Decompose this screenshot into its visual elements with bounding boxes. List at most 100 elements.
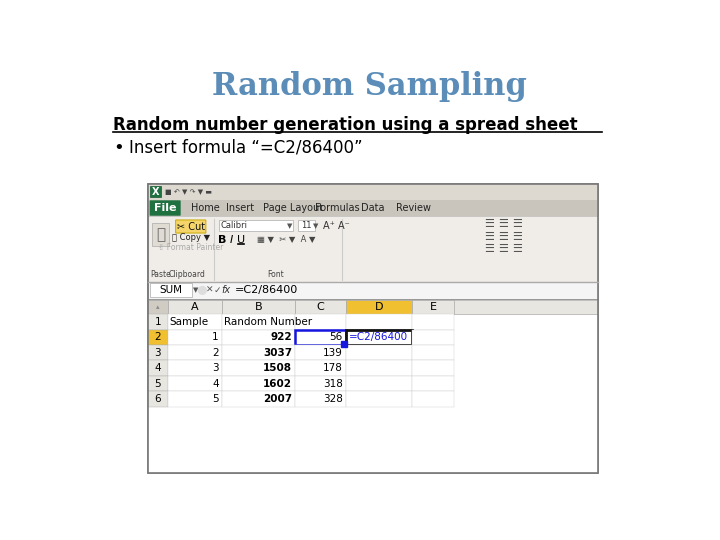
Text: Random Number: Random Number xyxy=(224,317,312,327)
Bar xyxy=(220,220,293,231)
Text: 2007: 2007 xyxy=(263,394,292,404)
Text: 4: 4 xyxy=(155,363,161,373)
Text: ▴: ▴ xyxy=(156,305,160,310)
Text: 📄 Copy ▼: 📄 Copy ▼ xyxy=(171,233,210,242)
Text: 2: 2 xyxy=(212,348,219,358)
Bar xyxy=(222,392,295,407)
Text: ☰: ☰ xyxy=(512,232,522,241)
Text: ▦ ▼  ✂ ▼  A ▼: ▦ ▼ ✂ ▼ A ▼ xyxy=(256,235,315,244)
Text: fx: fx xyxy=(222,286,231,295)
Bar xyxy=(297,220,315,231)
Bar xyxy=(168,314,222,330)
Text: 1508: 1508 xyxy=(264,363,292,373)
Text: ▼: ▼ xyxy=(312,222,318,229)
Text: ☰: ☰ xyxy=(498,244,508,254)
Text: ☰: ☰ xyxy=(512,219,522,229)
Bar xyxy=(168,345,222,361)
Bar xyxy=(346,392,412,407)
Text: 56: 56 xyxy=(329,333,343,342)
Text: Calibri: Calibri xyxy=(221,221,248,230)
Text: Insert formula “=C2/86400”: Insert formula “=C2/86400” xyxy=(129,139,362,157)
Text: 11: 11 xyxy=(301,221,312,230)
Bar xyxy=(168,361,222,376)
Text: ✓: ✓ xyxy=(214,286,222,295)
Text: ☰: ☰ xyxy=(484,219,494,229)
Bar xyxy=(412,345,454,361)
Text: File: File xyxy=(154,203,176,213)
Bar xyxy=(222,361,295,376)
Text: 922: 922 xyxy=(271,333,292,342)
Bar xyxy=(295,300,346,314)
Text: C: C xyxy=(317,302,325,312)
Text: ✂ Cut: ✂ Cut xyxy=(176,221,204,232)
Text: Clipboard: Clipboard xyxy=(168,270,205,279)
Bar xyxy=(148,184,598,473)
Text: ☰: ☰ xyxy=(484,232,494,241)
Text: Sample: Sample xyxy=(170,317,209,327)
Text: ☰: ☰ xyxy=(484,244,494,254)
Bar xyxy=(346,314,412,330)
Bar xyxy=(295,376,346,392)
Bar xyxy=(150,284,192,298)
Text: 📋: 📋 xyxy=(156,227,165,242)
Text: U: U xyxy=(237,234,246,245)
Text: 5: 5 xyxy=(212,394,219,404)
Text: 1602: 1602 xyxy=(264,379,292,389)
Bar xyxy=(148,184,598,200)
Text: 6: 6 xyxy=(155,394,161,404)
Text: ☰: ☰ xyxy=(498,219,508,229)
Bar xyxy=(222,314,295,330)
Text: =C2/86400: =C2/86400 xyxy=(235,286,298,295)
Text: 318: 318 xyxy=(323,379,343,389)
Bar xyxy=(346,376,412,392)
Text: Page Layout: Page Layout xyxy=(263,203,323,213)
Bar xyxy=(152,222,169,246)
Text: Paste: Paste xyxy=(150,270,171,279)
Bar xyxy=(168,330,222,345)
Bar xyxy=(148,300,598,473)
Text: ■ ↶ ▼ ↷ ▼ ▬: ■ ↶ ▼ ↷ ▼ ▬ xyxy=(165,189,212,195)
Text: 4: 4 xyxy=(212,379,219,389)
Bar xyxy=(148,376,168,392)
Text: 178: 178 xyxy=(323,363,343,373)
Circle shape xyxy=(199,287,206,294)
Text: Random Sampling: Random Sampling xyxy=(212,71,526,102)
Bar xyxy=(148,345,168,361)
Text: 139: 139 xyxy=(323,348,343,358)
Bar xyxy=(168,376,222,392)
Text: •: • xyxy=(113,139,124,157)
Bar xyxy=(412,392,454,407)
Text: A: A xyxy=(191,302,199,312)
Bar xyxy=(148,392,168,407)
Bar xyxy=(148,300,598,314)
Bar xyxy=(346,361,412,376)
Text: Formulas: Formulas xyxy=(315,203,359,213)
Bar xyxy=(148,330,168,345)
Text: 5: 5 xyxy=(155,379,161,389)
FancyBboxPatch shape xyxy=(176,220,206,233)
Bar xyxy=(295,392,346,407)
Bar xyxy=(346,330,412,345)
Text: 328: 328 xyxy=(323,394,343,404)
Bar xyxy=(295,314,346,330)
Text: Data: Data xyxy=(361,203,384,213)
Text: 2: 2 xyxy=(155,333,161,342)
Bar xyxy=(412,330,454,345)
Text: ☰: ☰ xyxy=(498,232,508,241)
Text: Review: Review xyxy=(396,203,431,213)
Bar xyxy=(168,300,222,314)
Text: B: B xyxy=(255,302,262,312)
Text: SUM: SUM xyxy=(159,286,182,295)
Text: 3037: 3037 xyxy=(263,348,292,358)
Bar xyxy=(150,186,161,197)
Text: Random number generation using a spread sheet: Random number generation using a spread … xyxy=(113,116,578,134)
Text: 1: 1 xyxy=(212,333,219,342)
Bar xyxy=(222,376,295,392)
Bar xyxy=(295,345,346,361)
Bar xyxy=(346,300,412,314)
Text: Font: Font xyxy=(268,270,284,279)
Bar xyxy=(346,330,412,345)
Bar xyxy=(148,300,168,314)
Bar xyxy=(295,330,346,345)
Bar xyxy=(168,392,222,407)
